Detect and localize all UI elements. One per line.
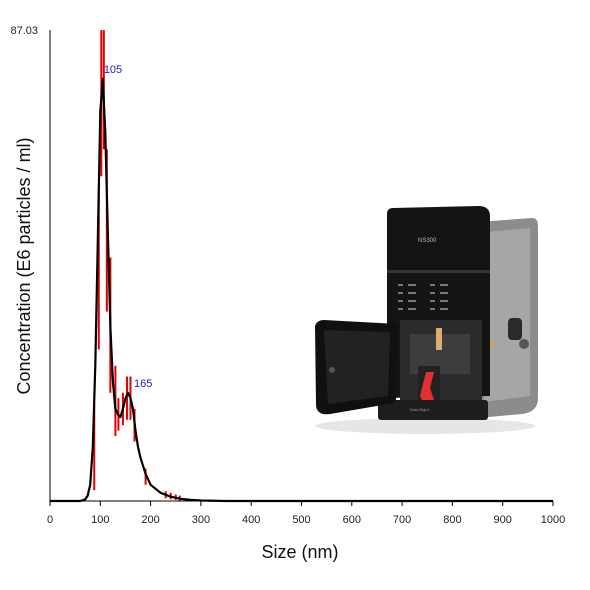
x-tick-label: 500 xyxy=(292,514,310,526)
peak-label: 165 xyxy=(134,378,152,390)
x-tick-label: 300 xyxy=(192,514,210,526)
y-axis-title: Concentration (E6 particles / ml) xyxy=(14,137,34,394)
x-tick-label: 200 xyxy=(141,514,159,526)
nanosight-device-photo: NS300 NanoSight xyxy=(315,206,538,434)
series-line xyxy=(50,77,553,503)
device-brand-label: NanoSight xyxy=(410,407,430,412)
x-axis-title: Size (nm) xyxy=(261,542,338,562)
x-axis-tick-labels: 0 100 200 300 400 500 600 700 800 900 1000 xyxy=(47,514,565,526)
peak-labels: 105 165 xyxy=(104,64,153,390)
x-tick-label: 800 xyxy=(443,514,461,526)
x-tick-label: 1000 xyxy=(541,514,565,526)
error-bars xyxy=(93,30,181,501)
x-tick-label: 600 xyxy=(343,514,361,526)
x-tick-label: 700 xyxy=(393,514,411,526)
x-tick-label: 400 xyxy=(242,514,260,526)
x-tick-label: 100 xyxy=(91,514,109,526)
x-tick-label: 900 xyxy=(494,514,512,526)
device-model-label: NS300 xyxy=(418,238,437,244)
x-tick-label: 0 xyxy=(47,514,53,526)
y-max-label: 87.03 xyxy=(10,25,38,37)
peak-label: 105 xyxy=(104,64,122,76)
